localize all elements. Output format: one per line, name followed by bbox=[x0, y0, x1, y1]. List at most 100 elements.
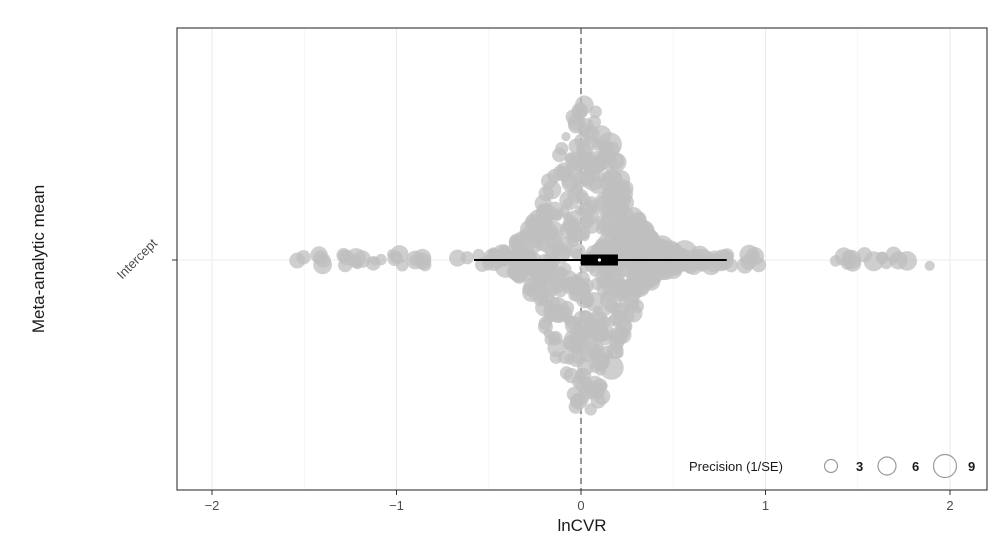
legend-circle-medium bbox=[877, 456, 897, 476]
effect-size-point bbox=[582, 318, 604, 340]
effect-size-point bbox=[576, 225, 591, 240]
effect-size-point bbox=[620, 221, 633, 234]
effect-size-point bbox=[542, 253, 559, 270]
effect-size-point bbox=[528, 209, 549, 229]
effect-size-point bbox=[562, 216, 581, 235]
effect-size-point bbox=[409, 254, 421, 267]
effect-size-point bbox=[574, 133, 590, 149]
effect-size-point bbox=[615, 317, 632, 334]
effect-size-point bbox=[570, 274, 584, 288]
x-tick-label: 1 bbox=[762, 498, 769, 513]
effect-size-point bbox=[418, 258, 432, 272]
x-tick-label: 0 bbox=[577, 498, 584, 513]
effect-size-point bbox=[631, 278, 650, 297]
effect-size-point bbox=[523, 276, 541, 294]
effect-size-point bbox=[366, 256, 381, 271]
effect-size-point bbox=[338, 249, 351, 263]
effect-size-point bbox=[574, 369, 587, 382]
mean-intervals bbox=[473, 254, 727, 266]
effect-size-point bbox=[675, 250, 689, 264]
effect-size-point bbox=[549, 351, 563, 364]
effect-size-point bbox=[856, 247, 873, 263]
effect-size-point bbox=[508, 233, 526, 250]
effect-size-point bbox=[575, 290, 595, 309]
effect-size-point bbox=[540, 222, 558, 240]
effect-size-point bbox=[601, 270, 614, 284]
effect-size-point bbox=[634, 238, 654, 258]
legend-title: Precision (1/SE) bbox=[689, 459, 783, 474]
effect-size-point bbox=[574, 205, 585, 216]
effect-size-point bbox=[561, 132, 571, 142]
effect-size-point bbox=[520, 226, 536, 241]
legend-circle-small bbox=[823, 458, 839, 474]
effect-size-point bbox=[552, 243, 572, 262]
effect-size-point bbox=[390, 245, 409, 264]
effect-size-point bbox=[562, 198, 574, 209]
effect-size-point bbox=[475, 257, 490, 272]
effect-size-point bbox=[538, 316, 552, 330]
effect-size-point bbox=[924, 260, 935, 271]
effect-size-point bbox=[509, 247, 524, 262]
effect-size-point bbox=[885, 246, 902, 263]
effect-size-point bbox=[566, 234, 579, 248]
effect-size-point bbox=[486, 249, 506, 269]
effect-size-point bbox=[549, 265, 567, 283]
effect-size-point bbox=[844, 254, 862, 272]
effect-size-point bbox=[552, 147, 567, 163]
effect-size-point bbox=[615, 332, 628, 345]
effect-size-point bbox=[589, 105, 602, 119]
panel-border bbox=[176, 27, 988, 491]
effect-size-point bbox=[601, 209, 622, 229]
effect-size-point bbox=[580, 347, 596, 363]
effect-size-point bbox=[580, 154, 597, 171]
effect-size-point bbox=[551, 210, 563, 222]
effect-size-point bbox=[449, 249, 466, 267]
effect-size-point bbox=[538, 185, 554, 202]
effect-size-point bbox=[543, 296, 570, 323]
effect-size-point bbox=[310, 246, 328, 264]
effect-size-point bbox=[724, 251, 734, 261]
effect-size-point bbox=[750, 251, 760, 261]
effect-size-point bbox=[545, 286, 557, 298]
effect-size-point bbox=[582, 207, 600, 225]
effect-size-point bbox=[622, 194, 632, 204]
effect-size-point bbox=[627, 298, 639, 310]
effect-size-point bbox=[611, 302, 630, 321]
effect-size-point bbox=[571, 104, 587, 120]
legend-label-9: 9 bbox=[968, 459, 975, 474]
effect-size-point bbox=[525, 238, 542, 255]
effect-size-point bbox=[645, 262, 658, 275]
effect-size-point bbox=[296, 250, 311, 265]
axes: −2 −1 0 1 2 bbox=[172, 259, 954, 513]
effect-size-point bbox=[571, 183, 584, 196]
effect-size-point bbox=[591, 137, 603, 149]
effect-size-point bbox=[591, 352, 610, 371]
effect-size-point bbox=[583, 383, 594, 394]
y-axis-title: Meta-analytic mean bbox=[29, 185, 48, 333]
effect-size-point bbox=[639, 224, 655, 240]
effect-size-point bbox=[584, 403, 597, 416]
effect-size-point bbox=[559, 366, 574, 380]
effect-size-point bbox=[554, 285, 567, 298]
x-tick-label: −1 bbox=[389, 498, 404, 513]
x-tick-label: −2 bbox=[205, 498, 220, 513]
effect-size-point bbox=[569, 392, 588, 410]
effect-size-point bbox=[619, 238, 634, 253]
effect-size-point bbox=[701, 255, 721, 276]
effect-size-point bbox=[565, 163, 577, 175]
effect-size-point bbox=[585, 196, 598, 210]
mean-estimate-point bbox=[597, 258, 602, 262]
effect-size-point bbox=[533, 290, 550, 307]
x-axis-title: lnCVR bbox=[557, 516, 606, 535]
effect-size-point bbox=[460, 251, 474, 265]
effect-size-point bbox=[602, 152, 614, 163]
legend: Precision (1/SE) 3 6 9 bbox=[689, 453, 975, 479]
effect-size-point bbox=[736, 257, 754, 274]
effect-size-point bbox=[349, 254, 362, 268]
effect-size-point bbox=[541, 173, 557, 190]
effect-size-point bbox=[565, 339, 580, 355]
effect-size-point bbox=[584, 127, 597, 139]
effect-size-point bbox=[606, 193, 624, 212]
effect-size-point bbox=[897, 251, 917, 271]
effect-size-point bbox=[598, 175, 614, 191]
